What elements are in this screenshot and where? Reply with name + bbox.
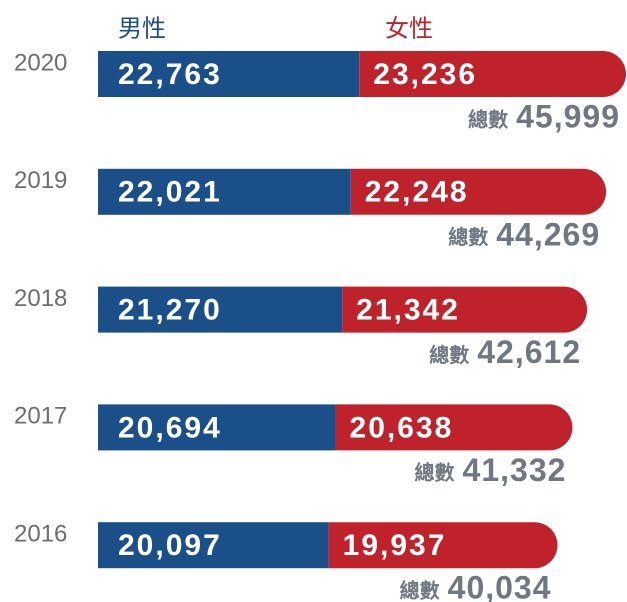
value-label: 20,097 bbox=[118, 529, 222, 562]
year-label: 2017 bbox=[14, 403, 67, 430]
bar-segment bbox=[350, 168, 607, 215]
bar-segment bbox=[328, 522, 558, 569]
value-label: 20,638 bbox=[350, 411, 454, 444]
total-label: 總數 bbox=[415, 461, 455, 485]
year-label: 2020 bbox=[14, 49, 67, 76]
bar-segment bbox=[98, 404, 336, 451]
bar-segment bbox=[98, 522, 329, 569]
total-value: 45,999 bbox=[516, 98, 620, 134]
year-label: 2016 bbox=[14, 521, 67, 548]
bar-segment bbox=[98, 286, 343, 333]
year-label: 2019 bbox=[14, 167, 67, 194]
total-label: 總數 bbox=[468, 107, 508, 131]
value-label: 21,270 bbox=[118, 294, 222, 327]
value-label: 21,342 bbox=[356, 294, 460, 327]
bar-segment bbox=[98, 51, 360, 97]
total-value: 42,612 bbox=[477, 334, 581, 370]
value-label: 20,694 bbox=[118, 411, 222, 444]
legend-male: 男性 bbox=[118, 15, 166, 42]
total-label: 總數 bbox=[429, 343, 469, 367]
value-label: 22,021 bbox=[118, 176, 222, 209]
total-value: 44,269 bbox=[496, 216, 600, 252]
value-label: 22,763 bbox=[118, 58, 222, 91]
value-label: 19,937 bbox=[343, 529, 447, 562]
year-label: 2018 bbox=[14, 285, 67, 312]
value-label: 23,236 bbox=[373, 58, 477, 91]
bar-segment bbox=[335, 404, 573, 451]
bar-segment bbox=[342, 286, 588, 333]
legend-female: 女性 bbox=[385, 15, 433, 42]
total-label: 總數 bbox=[448, 225, 488, 249]
total-value: 41,332 bbox=[463, 452, 567, 488]
total-value: 40,034 bbox=[448, 570, 552, 602]
bar-segment bbox=[359, 51, 626, 97]
value-label: 22,248 bbox=[365, 176, 469, 209]
bar-segment bbox=[98, 168, 351, 215]
total-label: 總數 bbox=[400, 578, 440, 602]
